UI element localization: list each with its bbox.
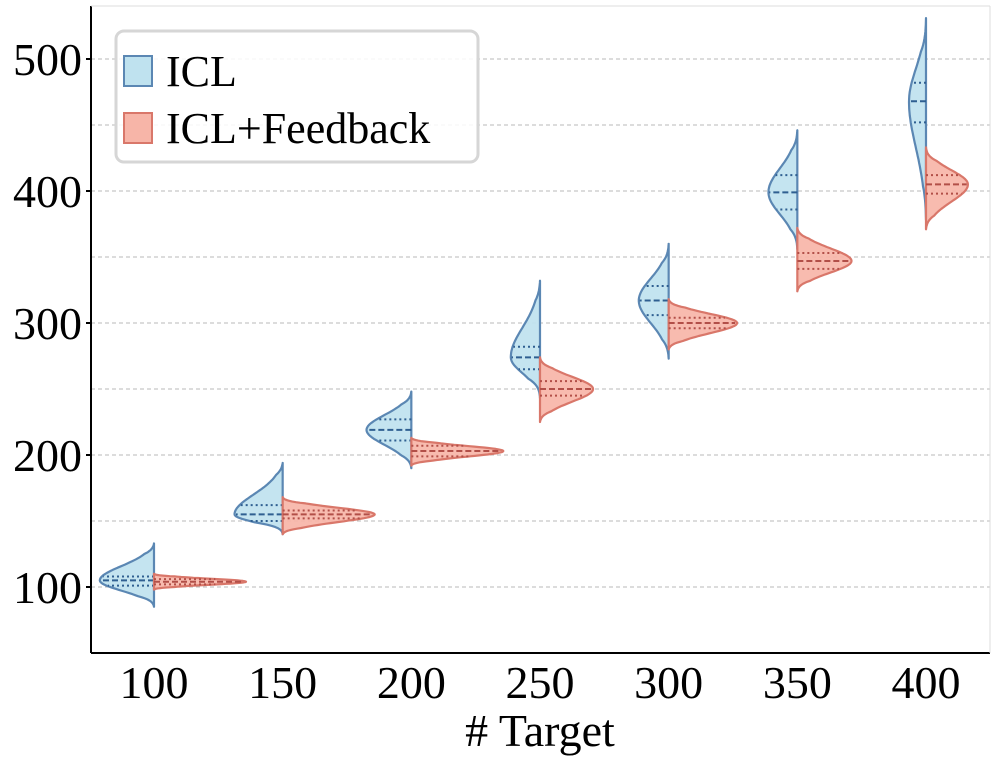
violin-icl-feedback-250 [538,356,595,424]
violin-icl-250 [509,279,542,400]
x-tick-label: 150 [248,657,317,708]
tick-labels: 100 200 300 400 500 100 150 200 250 300 350 400 [13,34,961,708]
x-tick-label: 400 [892,657,961,708]
axes [90,5,991,654]
legend-swatch-icl [123,55,153,87]
y-tick-label: 200 [13,430,82,481]
x-tick-label: 100 [120,657,189,708]
violins [98,16,969,608]
legend-box [114,29,480,164]
x-tick-label: 300 [634,657,703,708]
violin-icl-feedback-400 [924,146,969,231]
y-tick-label: 100 [13,562,82,613]
x-tick-label: 350 [763,657,832,708]
y-tick-label: 400 [13,166,82,217]
legend: ICL ICL+Feedback [114,29,480,164]
y-tick-label: 500 [13,34,82,85]
legend-swatch-icl-feedback [123,112,153,144]
violin-icl-400 [907,16,928,222]
x-tick-label: 200 [377,657,446,708]
x-axis-title: # Target [465,705,615,756]
violin-icl-100 [98,542,156,608]
violin-icl-feedback-150 [281,496,376,536]
violin-icl-150 [233,461,284,536]
violin-icl-350 [767,129,799,251]
legend-label-icl: ICL [166,47,237,96]
violin-icl-feedback-300 [667,298,739,351]
x-tick-label: 250 [506,657,575,708]
violin-icl-feedback-350 [796,226,853,293]
legend-label-icl-feedback: ICL+Feedback [166,104,430,153]
y-tick-label: 300 [13,298,82,349]
